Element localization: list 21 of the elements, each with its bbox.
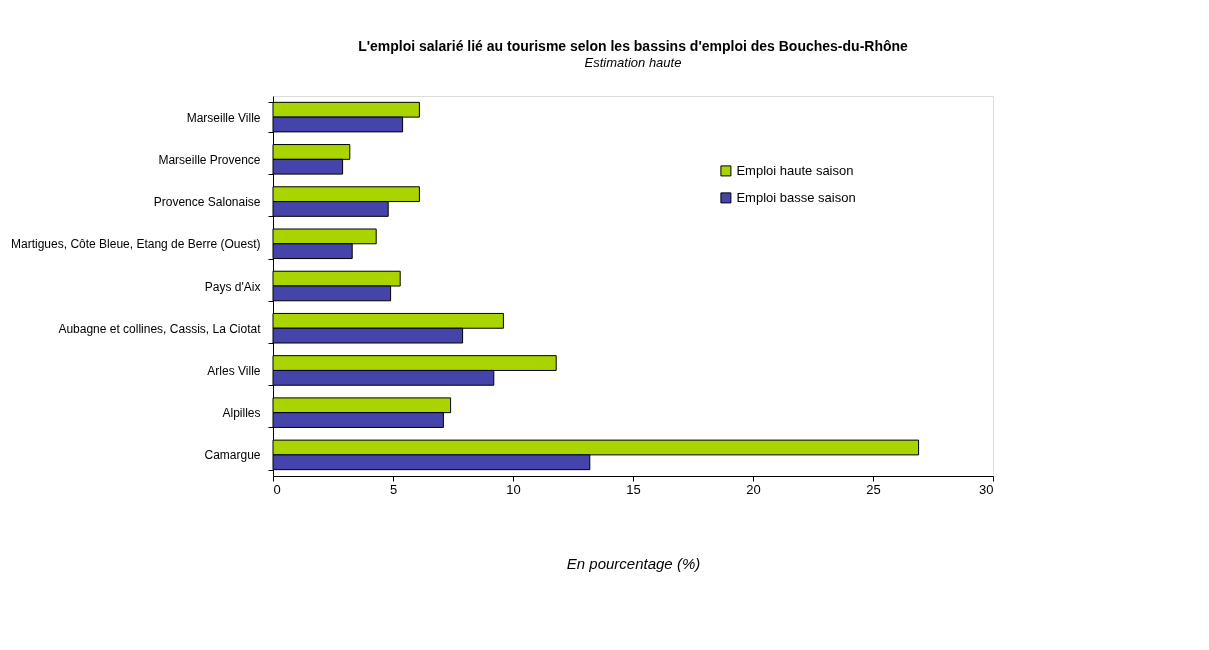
x-axis-title: En pourcentage (%): [566, 554, 701, 572]
y-tick-label: Aubagne et collines, Cassis, La Ciotat: [58, 321, 262, 336]
chart-title: L'emploi salarié lié au tourisme selon les bassins d'emploi des Bouches-du-Rhône: [358, 38, 909, 54]
legend-label: Emploi basse saison: [736, 189, 856, 205]
x-tick-label: 10: [506, 481, 521, 497]
y-tick-label: Pays d'Aix: [204, 279, 261, 294]
y-tick-label: Marseille Provence: [158, 152, 261, 167]
y-tick-label: Provence Salonaise: [153, 195, 261, 210]
x-tick-label: 25: [866, 481, 881, 497]
y-tick-label: Camargue: [204, 448, 261, 463]
y-tick-label: Alpilles: [222, 406, 261, 421]
y-tick-label: Arles Ville: [207, 363, 261, 378]
legend-label: Emploi haute saison: [736, 162, 854, 178]
y-tick-label: Marseille Ville: [186, 110, 261, 125]
chart-subtitle: Estimation haute: [584, 55, 682, 70]
x-tick-label: 5: [389, 481, 398, 497]
x-tick-label: 30: [979, 481, 994, 497]
x-tick-label: 15: [626, 481, 641, 497]
x-tick-label: 20: [746, 481, 761, 497]
x-tick-label: 0: [273, 481, 281, 497]
y-tick-label: Martigues, Côte Bleue, Etang de Berre (Ouest): [11, 237, 261, 252]
